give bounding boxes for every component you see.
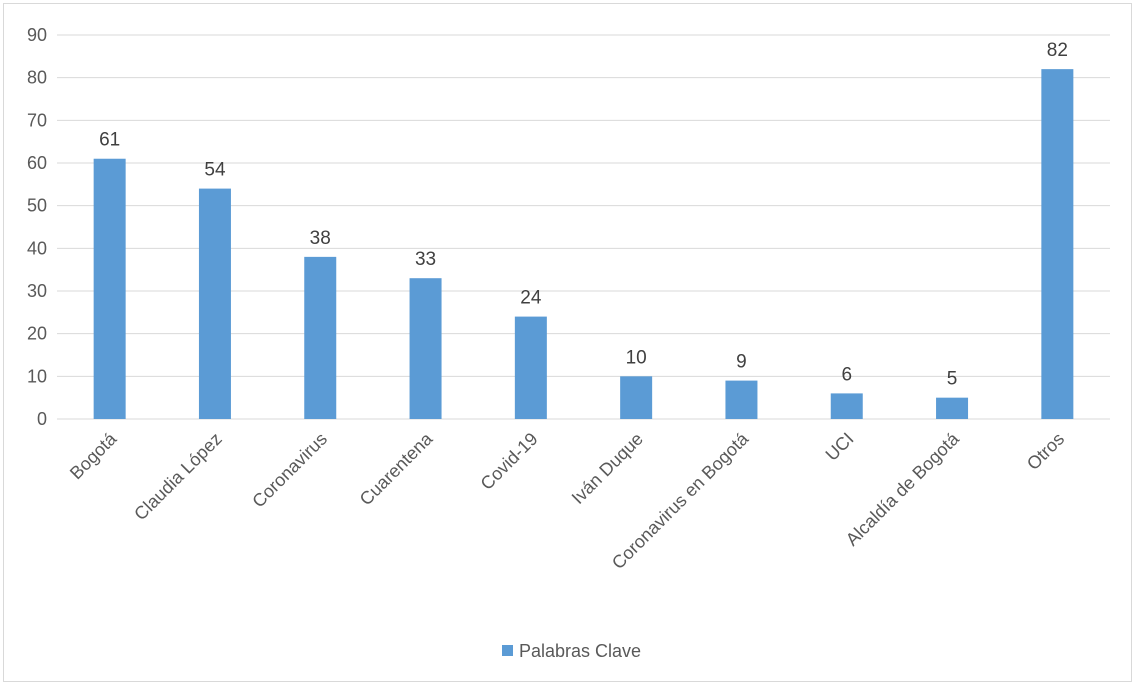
y-tick-label: 10 [27, 366, 47, 386]
x-tick-label: Iván Duque [568, 429, 647, 508]
data-label: 24 [520, 288, 542, 309]
data-label: 5 [947, 369, 958, 390]
x-tick-label: UCI [822, 429, 858, 465]
legend: Palabras Clave [502, 641, 641, 661]
y-tick-label: 40 [27, 238, 47, 258]
bar [93, 158, 126, 419]
y-tick-label: 50 [27, 196, 47, 216]
x-tick-label: Otros [1023, 429, 1068, 474]
y-axis: 0 10 20 30 40 50 60 70 80 90 [27, 25, 47, 429]
y-tick-label: 0 [37, 409, 47, 429]
data-label: 54 [204, 160, 226, 181]
y-tick-label: 70 [27, 110, 47, 130]
x-tick-label: Bogotá [66, 428, 121, 483]
bar [830, 393, 863, 419]
data-labels: 61 54 38 33 24 10 9 6 5 82 [99, 40, 1068, 390]
x-tick-label: Claudia López [130, 429, 226, 525]
data-label: 61 [99, 130, 120, 151]
bar [409, 278, 442, 419]
bar [725, 380, 758, 419]
y-tick-label: 60 [27, 153, 47, 173]
bar [936, 397, 969, 419]
bar [514, 316, 547, 419]
data-label: 6 [841, 364, 852, 385]
bar [304, 256, 337, 419]
legend-swatch [502, 645, 513, 656]
bar [198, 188, 231, 419]
bar [1041, 69, 1074, 419]
chart-frame [3, 3, 1132, 682]
bar-series [93, 69, 1074, 419]
data-label: 33 [415, 249, 436, 270]
y-tick-label: 30 [27, 281, 47, 301]
data-label: 10 [626, 347, 647, 368]
x-tick-label: Covid-19 [477, 429, 542, 494]
data-label: 82 [1047, 40, 1068, 61]
y-tick-label: 20 [27, 324, 47, 344]
x-tick-label: Cuarentena [356, 428, 437, 509]
legend-label: Palabras Clave [519, 641, 641, 661]
y-tick-label: 80 [27, 68, 47, 88]
x-axis: Bogotá Claudia López Coronavirus Cuarentena… [66, 428, 1068, 573]
data-label: 9 [736, 352, 747, 373]
data-label: 38 [310, 228, 331, 249]
bar [620, 376, 653, 419]
gridlines [57, 34, 1110, 420]
x-tick-label: Alcaldía de Bogotá [842, 428, 964, 550]
x-tick-label: Coronavirus [248, 429, 331, 512]
y-tick-label: 90 [27, 25, 47, 45]
